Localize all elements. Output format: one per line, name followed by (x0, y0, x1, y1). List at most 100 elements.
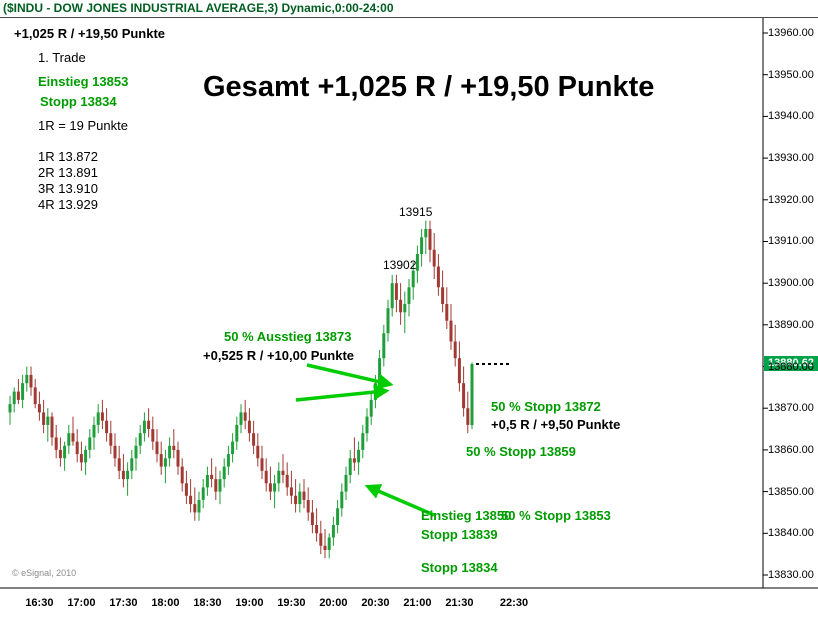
candle-body (46, 416, 50, 425)
candle-body (289, 487, 293, 496)
candle-body (71, 433, 75, 442)
candle-body (445, 304, 449, 321)
candle-body (462, 383, 466, 409)
candle-body (142, 420, 146, 434)
time-axis-label: 17:30 (109, 597, 138, 609)
candle-body (256, 445, 260, 459)
candle-body (264, 470, 268, 484)
candle-body (75, 441, 79, 455)
price-axis-label: 13840.00 (768, 527, 814, 540)
candle-body (172, 445, 176, 450)
candle-body (436, 266, 440, 288)
candle-body (113, 445, 117, 459)
candle-body (147, 420, 151, 429)
candle-body (37, 404, 41, 413)
candle-body (138, 433, 142, 446)
candle-body (67, 433, 71, 446)
candle-body (424, 229, 428, 238)
candle-body (205, 474, 209, 488)
candle-body (54, 437, 58, 450)
candle-body (344, 474, 348, 492)
candle-body (201, 487, 205, 500)
price-axis-label: 13850.00 (768, 485, 814, 498)
esignal-watermark: © eSignal, 2010 (12, 568, 77, 578)
price-axis-label: 13920.00 (768, 193, 814, 206)
candle-body (226, 454, 230, 467)
candle-body (378, 358, 382, 384)
candle-body (319, 533, 323, 546)
candle-body (100, 412, 104, 421)
candle-body (92, 424, 96, 438)
price-axis-label: 13870.00 (768, 402, 814, 415)
time-axis-label: 19:30 (277, 597, 306, 609)
candle-body (58, 449, 62, 459)
price-axis: 13880.62 13960.00 13950.00 13940.00 13930.0… (764, 18, 818, 588)
candle-body (176, 449, 180, 467)
candle-body (21, 383, 25, 400)
candle-body (352, 458, 356, 463)
candle-body (466, 408, 470, 425)
candle-body (365, 416, 369, 434)
candle-body (180, 466, 184, 484)
candle-body (449, 320, 453, 342)
time-axis-label: 18:30 (193, 597, 222, 609)
candle-body (79, 454, 83, 463)
price-axis-label: 13960.00 (768, 27, 814, 39)
candle-body (210, 474, 214, 480)
candle-body (42, 412, 46, 425)
candle-body (382, 333, 386, 359)
candle-body (63, 445, 67, 459)
candle-body (323, 545, 327, 550)
candle-body (361, 433, 365, 450)
candle-body (130, 458, 134, 471)
candle-body (268, 483, 272, 492)
candle-body (50, 416, 54, 438)
candle-body (121, 470, 125, 480)
time-axis-label: 18:00 (151, 597, 180, 609)
price-axis-label: 13830.00 (768, 568, 814, 581)
candle-body (260, 458, 264, 471)
candle-body (184, 483, 188, 496)
price-axis-label: 13900.00 (768, 277, 814, 290)
candle-body (340, 491, 344, 509)
candle-body (457, 358, 461, 384)
candle-body (310, 512, 314, 525)
candle-body (134, 445, 138, 459)
candle-body (117, 458, 121, 471)
candle-body (403, 304, 407, 313)
price-axis-label: 13880.00 (768, 360, 814, 373)
time-axis-label: 20:30 (361, 597, 390, 609)
candle-body (126, 470, 130, 480)
price-axis-label: 13890.00 (768, 318, 814, 331)
candle-body (193, 504, 197, 513)
candle-body (88, 437, 92, 450)
price-axis-label: 13860.00 (768, 443, 814, 456)
candle-body (432, 249, 436, 267)
price-axis-label: 13910.00 (768, 235, 814, 248)
candle-body (411, 270, 415, 288)
time-axis-label: 16:30 (25, 597, 54, 609)
candle-body (105, 420, 109, 434)
candle-body (33, 387, 37, 405)
candle-body (420, 237, 424, 254)
candle-body (306, 500, 310, 513)
price-axis-label: 13950.00 (768, 68, 814, 81)
candle-body (428, 229, 432, 250)
candle-body (331, 525, 335, 538)
candle-body (386, 308, 390, 334)
time-axis-label: 22:30 (499, 597, 529, 609)
chart-window-title: ($INDU - DOW JONES INDUSTRIAL AVERAGE,3)… (0, 0, 818, 18)
candle-body (298, 491, 302, 505)
candle-body (163, 458, 167, 467)
candle-body (155, 441, 159, 455)
candle-body (222, 466, 226, 480)
time-axis: 16:30 17:00 17:30 18:00 18:30 19:00 19:30 20:00… (0, 591, 763, 613)
candle-body (189, 495, 193, 505)
candle-body (273, 483, 277, 492)
time-axis-label: 17:00 (67, 597, 96, 609)
candle-body (239, 412, 243, 425)
candle-body (159, 454, 163, 467)
